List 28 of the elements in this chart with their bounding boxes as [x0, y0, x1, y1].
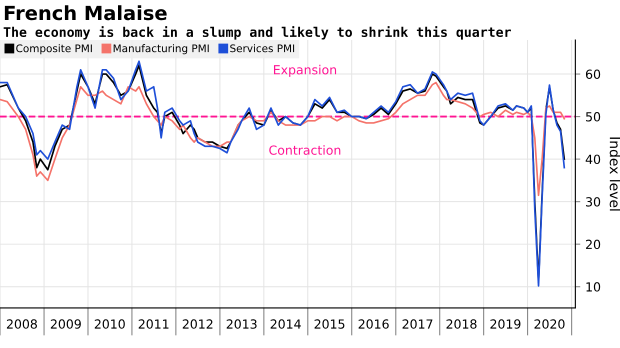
- x-tick-label: 2017: [402, 319, 432, 329]
- legend-label: Manufacturing PMI: [114, 44, 209, 54]
- chart-title: French Malaise: [4, 5, 167, 20]
- legend-label: Composite PMI: [16, 44, 92, 54]
- legend-label: Services PMI: [230, 44, 294, 52]
- x-tick-label: 2016: [358, 319, 389, 329]
- x-tick-label: 2020: [534, 319, 565, 329]
- x-tick-label: 2008: [6, 319, 37, 329]
- y-tick-label: 50: [586, 112, 600, 122]
- line-series: [0, 82, 566, 196]
- y-tick-label: 60: [586, 70, 600, 79]
- x-tick-label: 2013: [226, 319, 257, 329]
- x-tick-label: 2018: [446, 319, 477, 329]
- y-tick-label: 40: [586, 154, 600, 164]
- y-tick-label: 20: [586, 240, 600, 250]
- y-tick-label: 30: [586, 197, 600, 207]
- y-axis-title: Index level: [610, 138, 620, 211]
- x-tick-label: 2009: [50, 319, 81, 329]
- chart-subtitle: The economy is back in a slump and likely to shrink this quarter: [4, 26, 511, 40]
- x-tick-label: 2019: [490, 319, 520, 329]
- x-tick-label: 2014: [270, 319, 301, 329]
- x-tick-label: 2015: [314, 319, 344, 329]
- annotation: Contraction: [269, 145, 340, 155]
- y-tick-label: 10: [586, 282, 600, 292]
- x-tick-label: 2010: [94, 319, 125, 329]
- x-tick-label: 2012: [182, 319, 212, 329]
- annotation: Expansion: [274, 64, 336, 77]
- x-tick-label: 2011: [138, 319, 168, 329]
